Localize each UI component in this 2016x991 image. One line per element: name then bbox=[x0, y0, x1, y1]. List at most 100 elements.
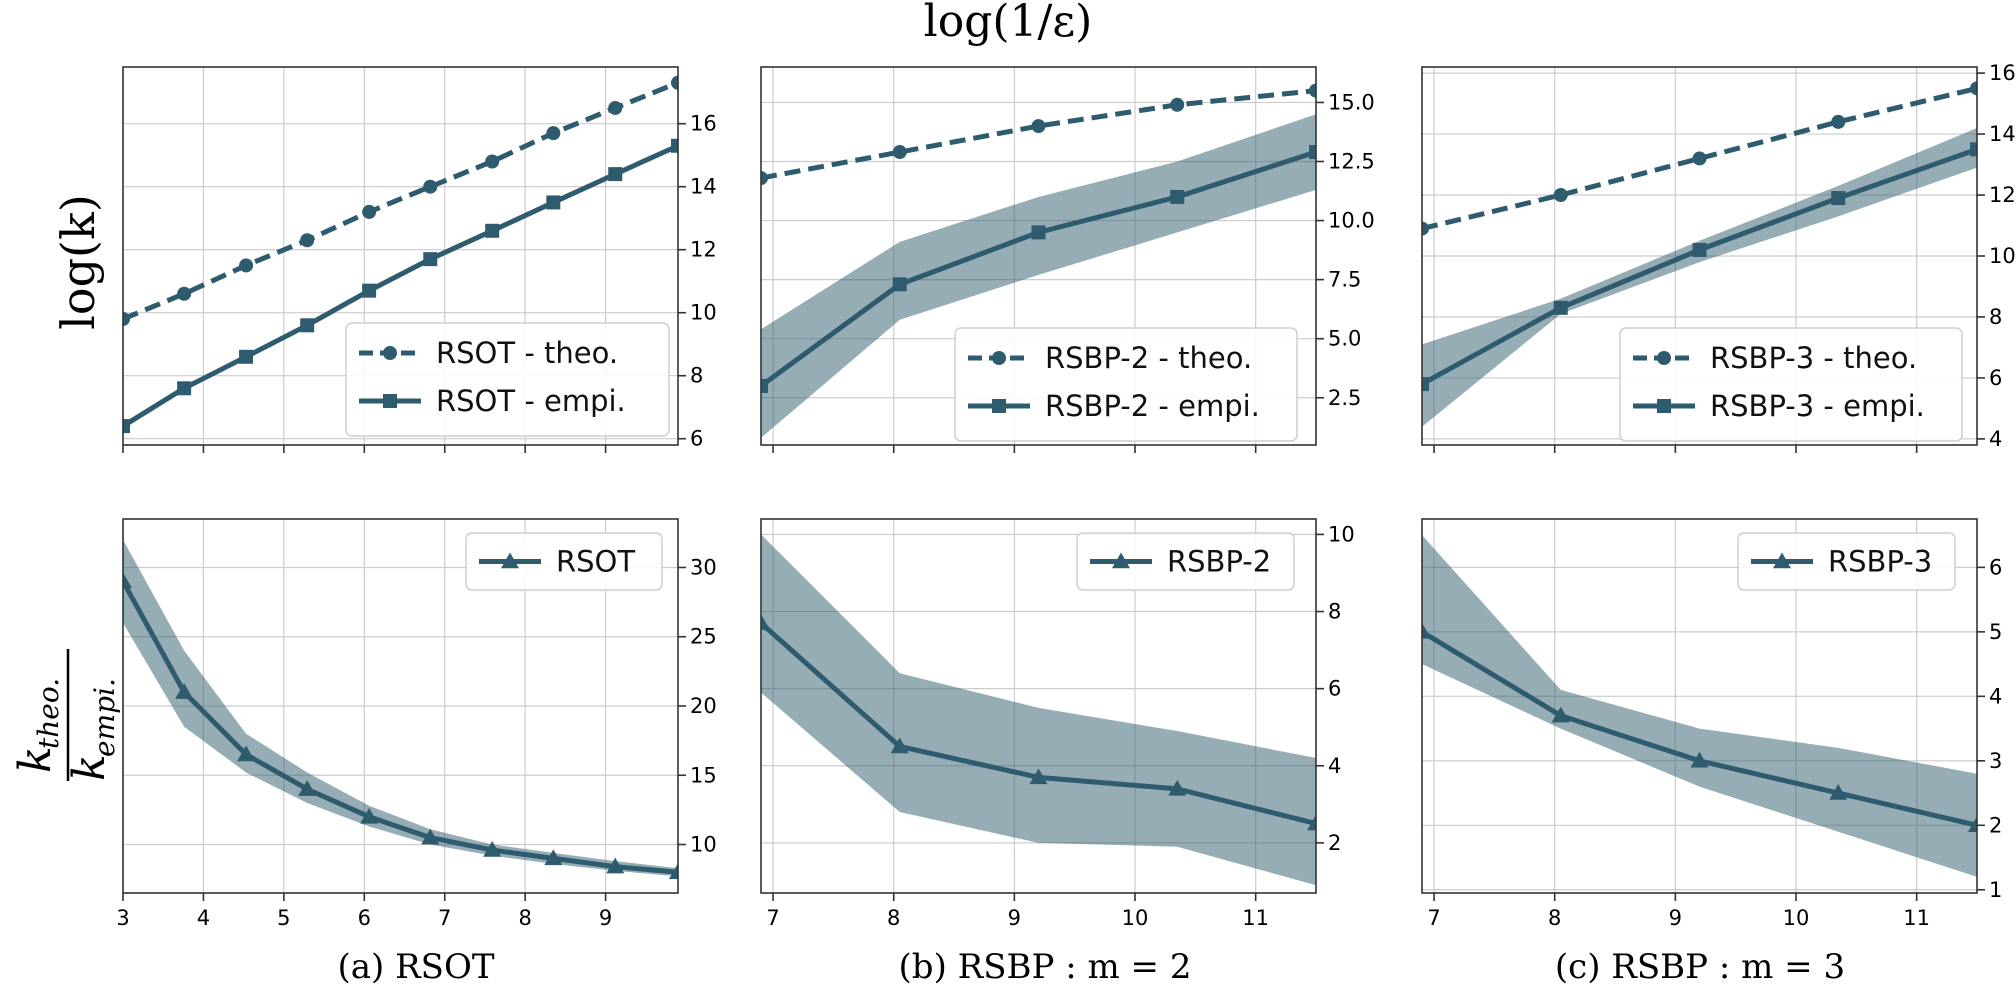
y-tick-label: 30 bbox=[690, 555, 717, 579]
data-point-marker bbox=[671, 138, 678, 153]
legend-marker bbox=[1657, 399, 1671, 413]
data-point-marker bbox=[1422, 377, 1429, 392]
x-tick-label: 3 bbox=[116, 906, 129, 930]
data-point-marker bbox=[421, 828, 440, 845]
y-tick-label: 12 bbox=[690, 238, 717, 262]
legend-label: RSOT - theo. bbox=[436, 336, 618, 370]
x-tick-label: 11 bbox=[1903, 906, 1930, 930]
legend-box bbox=[1076, 532, 1295, 591]
data-point-marker bbox=[1422, 221, 1429, 236]
y-tick-label: 2 bbox=[1989, 813, 2002, 837]
y-tick-label: 1 bbox=[1989, 878, 2002, 902]
data-point-marker bbox=[239, 258, 254, 273]
data-point-marker bbox=[669, 863, 678, 879]
data-point-marker bbox=[483, 841, 502, 857]
data-point-marker bbox=[892, 145, 907, 160]
caption-c: (c) RSBP : m = 3 bbox=[1555, 947, 1845, 987]
legend-marker bbox=[992, 399, 1006, 413]
legend-marker bbox=[992, 351, 1006, 365]
data-point-marker bbox=[890, 737, 909, 754]
x-tick-label: 7 bbox=[766, 906, 779, 930]
y-tick-label: 14 bbox=[1989, 122, 2016, 146]
legend-marker bbox=[383, 394, 397, 408]
series-line bbox=[123, 143, 678, 429]
data-point-marker bbox=[1170, 97, 1185, 112]
y-tick-label: 8 bbox=[1328, 600, 1341, 624]
data-point-marker bbox=[1309, 83, 1316, 98]
caption-a: (a) RSOT bbox=[337, 947, 494, 987]
legend-label: RSOT - empi. bbox=[436, 384, 626, 418]
plot-area bbox=[1422, 535, 1977, 877]
y-tick-label: 10.0 bbox=[1328, 209, 1375, 233]
legend-box bbox=[1619, 327, 1963, 442]
y-tick-label: 12.5 bbox=[1328, 150, 1375, 174]
data-point-marker bbox=[1309, 145, 1316, 160]
y-tick-label: 4 bbox=[1989, 427, 2002, 451]
x-tick-label: 7 bbox=[438, 906, 451, 930]
y-tick-label: 5 bbox=[1989, 620, 2002, 644]
x-tick-label: 10 bbox=[1783, 906, 1810, 930]
y-tick-label: 10 bbox=[690, 301, 717, 325]
data-point-marker bbox=[544, 849, 563, 866]
legend-marker bbox=[383, 346, 397, 360]
y-tick-label: 15.0 bbox=[1328, 90, 1375, 114]
y-tick-label: 14 bbox=[690, 175, 717, 199]
y-tick-label: 4 bbox=[1328, 754, 1341, 778]
legend-marker bbox=[1657, 351, 1671, 365]
x-tick-label: 9 bbox=[599, 906, 612, 930]
axes-frame bbox=[760, 66, 1317, 446]
data-point-marker bbox=[423, 179, 438, 194]
data-point-marker bbox=[175, 683, 194, 699]
data-point-marker bbox=[485, 223, 500, 238]
data-point-marker bbox=[1307, 814, 1316, 831]
data-point-marker bbox=[423, 252, 438, 267]
data-point-marker bbox=[237, 745, 256, 762]
data-point-marker bbox=[1831, 114, 1846, 129]
legend-box bbox=[345, 322, 670, 437]
y-tick-label: 8 bbox=[1989, 305, 2002, 329]
data-point-marker bbox=[360, 807, 379, 824]
data-point-marker bbox=[761, 614, 770, 630]
x-tick-label: 4 bbox=[197, 906, 210, 930]
axes-frame bbox=[1421, 518, 1978, 894]
data-point-marker bbox=[1970, 81, 1977, 96]
data-point-marker bbox=[177, 381, 192, 396]
plot-area bbox=[123, 75, 678, 434]
panel-b-top: 2.5 5.0 7.5 10.0 12.5 15.0 RSBP-2 - theo. RSBP-… bbox=[760, 66, 1375, 453]
y-tick-label: 2.5 bbox=[1328, 386, 1361, 410]
data-point-marker bbox=[608, 100, 623, 115]
x-tick-label: 7 bbox=[1427, 906, 1440, 930]
legend-label: RSBP-2 bbox=[1167, 545, 1271, 579]
x-tick-label: 9 bbox=[1008, 906, 1021, 930]
y-tick-label: 5.0 bbox=[1328, 327, 1361, 351]
plot-area bbox=[761, 83, 1316, 438]
axes-frame bbox=[122, 66, 679, 446]
axes-frame bbox=[122, 518, 679, 894]
fraction-numerator-sub: theo. bbox=[32, 678, 65, 749]
confidence-band bbox=[761, 534, 1316, 886]
data-point-marker bbox=[1422, 622, 1431, 639]
x-tick-label: 6 bbox=[358, 906, 371, 930]
data-point-marker bbox=[1970, 142, 1977, 157]
series-line bbox=[123, 580, 678, 875]
data-point-marker bbox=[606, 857, 625, 874]
x-tick-label: 5 bbox=[277, 906, 290, 930]
legend-marker bbox=[501, 552, 519, 569]
data-point-marker bbox=[761, 171, 768, 186]
y-tick-label: 6 bbox=[690, 427, 703, 451]
data-point-marker bbox=[761, 378, 768, 393]
y-tick-label: 6 bbox=[1328, 677, 1341, 701]
data-point-marker bbox=[1553, 300, 1568, 315]
data-point-marker bbox=[1031, 225, 1046, 240]
data-point-marker bbox=[1829, 784, 1848, 800]
series-line bbox=[761, 88, 1316, 181]
x-tick-label: 8 bbox=[518, 906, 531, 930]
x-tick-label: 9 bbox=[1669, 906, 1682, 930]
data-point-marker bbox=[1690, 751, 1709, 768]
legend-label: RSBP-3 - theo. bbox=[1710, 341, 1917, 375]
data-point-marker bbox=[362, 204, 377, 219]
x-tick-label: 11 bbox=[1242, 906, 1269, 930]
legend-label: RSBP-3 bbox=[1828, 545, 1932, 579]
